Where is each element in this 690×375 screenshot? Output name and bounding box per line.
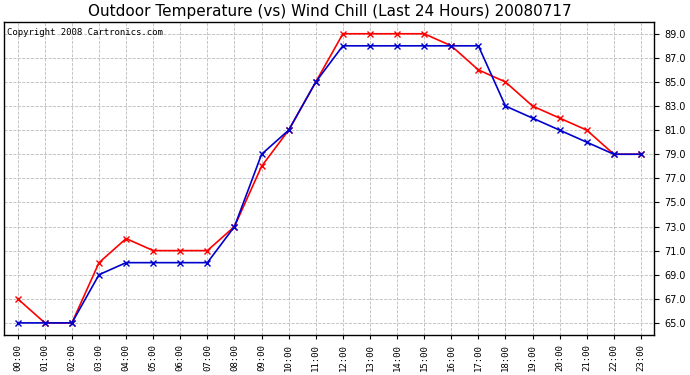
- Text: Copyright 2008 Cartronics.com: Copyright 2008 Cartronics.com: [8, 28, 164, 37]
- Title: Outdoor Temperature (vs) Wind Chill (Last 24 Hours) 20080717: Outdoor Temperature (vs) Wind Chill (Las…: [88, 4, 571, 19]
